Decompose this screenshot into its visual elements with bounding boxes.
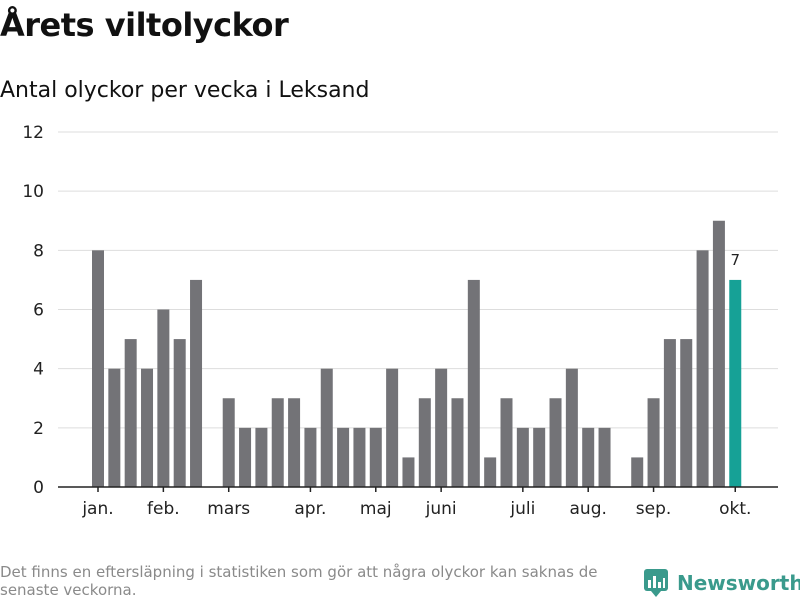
bar bbox=[533, 427, 546, 487]
bar bbox=[337, 427, 350, 487]
bar bbox=[304, 427, 317, 487]
x-tick-label: sep. bbox=[636, 499, 672, 519]
bar bbox=[598, 427, 611, 487]
bar bbox=[582, 427, 595, 487]
bar bbox=[369, 427, 382, 487]
bar bbox=[435, 368, 448, 487]
x-tick-label: feb. bbox=[147, 499, 180, 519]
x-tick-label: juni bbox=[425, 499, 457, 519]
chart-title: Årets viltolyckor bbox=[0, 6, 289, 44]
newsworthy-logo-icon bbox=[644, 569, 668, 597]
y-tick-label: 6 bbox=[33, 301, 44, 321]
bar bbox=[680, 339, 693, 487]
bar bbox=[663, 339, 676, 487]
bar bbox=[271, 398, 284, 487]
chart-subtitle: Antal olyckor per vecka i Leksand bbox=[0, 78, 370, 103]
bar bbox=[141, 368, 154, 487]
bar bbox=[647, 398, 660, 487]
bar bbox=[108, 368, 121, 487]
bar bbox=[484, 457, 497, 487]
bar bbox=[353, 427, 366, 487]
bar bbox=[516, 427, 529, 487]
y-tick-label: 10 bbox=[22, 182, 44, 202]
x-tick-label: okt. bbox=[719, 499, 751, 519]
bar-chart: 0 2 4 6 8 10 12 jan. feb. mars apr. maj juni juli aug… bbox=[22, 123, 778, 519]
bar bbox=[255, 427, 268, 487]
bar bbox=[631, 457, 644, 487]
x-axis: jan. feb. mars apr. maj juni juli aug. sep. okt. bbox=[58, 486, 778, 519]
bar bbox=[549, 398, 562, 487]
y-axis-ticks: 0 2 4 6 8 10 12 bbox=[22, 123, 44, 498]
bar bbox=[320, 368, 333, 487]
bar bbox=[239, 427, 252, 487]
x-tick-label: mars bbox=[207, 499, 250, 519]
x-tick-label: aug. bbox=[570, 499, 607, 519]
x-tick-label: apr. bbox=[294, 499, 326, 519]
bar bbox=[402, 457, 415, 487]
bar bbox=[190, 279, 203, 487]
y-tick-label: 2 bbox=[33, 419, 44, 439]
bar bbox=[500, 398, 513, 487]
bar bbox=[712, 220, 725, 487]
bar bbox=[92, 250, 104, 487]
bar bbox=[222, 398, 235, 487]
bar bbox=[418, 398, 431, 487]
footnote: Det finns en eftersläpning i statistiken… bbox=[0, 563, 598, 599]
bar bbox=[565, 368, 578, 487]
bar bbox=[451, 398, 464, 487]
bar bbox=[124, 339, 137, 487]
brand-name: Newsworthy bbox=[677, 571, 800, 595]
x-tick-label: juli bbox=[509, 499, 535, 519]
bar-highlight bbox=[729, 279, 742, 487]
data-label-latest: 7 bbox=[730, 251, 740, 269]
bar bbox=[157, 309, 170, 487]
bar bbox=[386, 368, 399, 487]
brand-logo: Newsworthy bbox=[643, 568, 800, 598]
x-tick-label: maj bbox=[360, 499, 392, 519]
y-tick-label: 12 bbox=[22, 123, 44, 143]
y-tick-label: 4 bbox=[33, 360, 44, 380]
data-labels: 7 bbox=[730, 251, 740, 269]
y-tick-label: 0 bbox=[33, 478, 44, 498]
bar bbox=[467, 279, 480, 487]
bar bbox=[696, 250, 709, 487]
bars bbox=[92, 220, 742, 487]
bar bbox=[173, 339, 186, 487]
x-tick-label: jan. bbox=[81, 499, 113, 519]
bar bbox=[288, 398, 301, 487]
y-tick-label: 8 bbox=[33, 241, 44, 261]
